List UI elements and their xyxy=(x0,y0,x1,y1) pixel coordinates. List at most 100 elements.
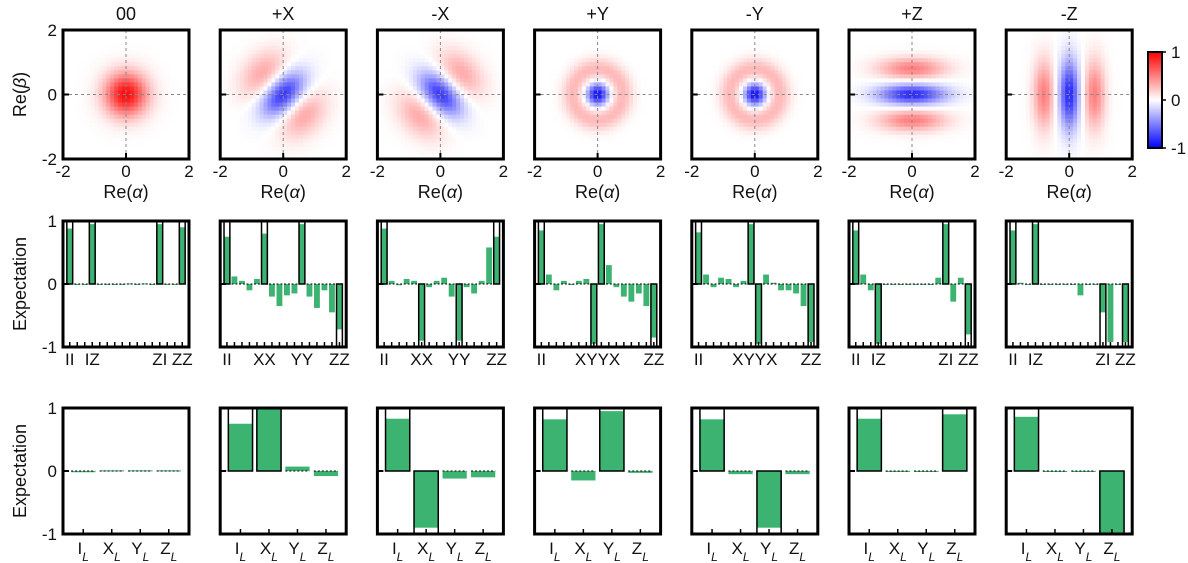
wigner-cell xyxy=(464,82,469,87)
wigner-cell xyxy=(243,110,249,116)
wigner-cell xyxy=(648,134,654,140)
wigner-cell xyxy=(106,94,111,99)
wigner-cell xyxy=(609,82,614,87)
wigner-cell xyxy=(558,90,563,95)
wigner-cell xyxy=(251,106,257,112)
wigner-cell xyxy=(385,98,390,103)
wigner-cell xyxy=(133,42,139,47)
wigner-cell xyxy=(412,134,418,140)
wigner-cell xyxy=(703,90,708,95)
wigner-cell xyxy=(715,130,720,136)
wigner-cell xyxy=(577,130,583,136)
wigner-cell xyxy=(758,126,764,132)
wigner-cell xyxy=(342,122,347,128)
wigner-cell xyxy=(271,122,276,128)
wigner-cell xyxy=(754,110,760,116)
wigner-cell xyxy=(491,58,496,63)
wigner-cell xyxy=(794,62,799,67)
wigner-cell xyxy=(542,118,547,124)
wigner-cell xyxy=(145,154,151,160)
wigner-cell xyxy=(499,62,504,67)
wigner-cell xyxy=(495,58,500,63)
wigner-cell xyxy=(401,130,406,136)
wigner-cell xyxy=(110,102,115,107)
wigner-cell xyxy=(460,118,465,124)
wigner-cell xyxy=(691,130,697,136)
wigner-cell xyxy=(483,34,489,39)
wigner-cell xyxy=(129,86,135,91)
wigner-cell xyxy=(746,134,752,140)
wigner-cell xyxy=(247,54,253,59)
wigner-cell xyxy=(790,42,795,47)
wigner-cell xyxy=(475,94,481,99)
wigner-cell xyxy=(467,126,473,132)
wigner-cell xyxy=(707,106,712,112)
wigner-cell xyxy=(393,74,398,79)
wigner-cell xyxy=(279,50,284,55)
wigner-cell xyxy=(279,46,284,51)
wigner-cell xyxy=(122,82,127,87)
wigner-cell xyxy=(145,82,151,87)
wigner-cell xyxy=(342,90,347,95)
wigner-cell xyxy=(566,134,571,140)
wigner-panel-4: -Y-2 0 2Re(α) xyxy=(684,4,822,202)
wigner-cell xyxy=(589,54,595,59)
wigner-cell xyxy=(735,138,740,144)
wigner-cell xyxy=(334,42,339,47)
wigner-cell xyxy=(408,58,414,63)
wigner-cell xyxy=(235,70,241,75)
wigner-cell xyxy=(570,58,575,63)
wigner-cell xyxy=(137,142,143,148)
wigner-cell xyxy=(629,126,634,132)
wigner-cell xyxy=(456,134,461,140)
wigner-cell xyxy=(404,70,410,75)
wigner-cell xyxy=(283,102,288,107)
wigner-cell xyxy=(63,142,68,148)
wigner-cell xyxy=(562,146,567,152)
wigner-cell xyxy=(467,30,473,35)
wigner-cell xyxy=(283,74,288,79)
wigner-cell xyxy=(381,154,386,160)
wigner-cell xyxy=(314,142,320,148)
wigner-cell xyxy=(558,82,563,87)
wigner-cell xyxy=(259,134,264,140)
wigner-cell xyxy=(538,50,543,55)
wigner-cell xyxy=(487,110,492,116)
wigner-cell xyxy=(656,130,661,136)
wigner-cell xyxy=(318,154,323,160)
wigner-cell xyxy=(385,154,390,160)
wigner-cell xyxy=(295,86,300,91)
wigner-cell xyxy=(326,38,331,43)
wigner-cell xyxy=(302,114,308,120)
wigner-cell xyxy=(695,138,701,144)
wigner-cell xyxy=(778,30,783,35)
wigner-cell xyxy=(570,82,575,87)
wigner-cell xyxy=(381,74,386,79)
wigner-cell xyxy=(782,30,787,35)
wigner-cell xyxy=(161,90,166,95)
wigner-cell xyxy=(404,98,410,103)
wigner-cell xyxy=(452,106,457,112)
wigner-cell xyxy=(157,58,162,63)
wigner-cell xyxy=(566,30,571,35)
wigner-cell xyxy=(322,106,327,112)
wigner-cell xyxy=(534,110,539,116)
wigner-cell xyxy=(416,142,422,148)
wigner-cell xyxy=(766,154,771,160)
wigner-cell xyxy=(412,42,418,47)
wigner-cell xyxy=(432,86,437,91)
wigner-cell xyxy=(98,74,103,79)
wigner-cell xyxy=(408,130,414,136)
wigner-cell xyxy=(621,118,626,124)
wigner-cell xyxy=(605,38,610,43)
wigner-cell xyxy=(636,154,642,160)
wigner-cell xyxy=(762,50,768,55)
wigner-cell xyxy=(220,46,225,51)
wigner-cell xyxy=(456,146,461,152)
wigner-cell xyxy=(739,118,744,124)
wigner-cell xyxy=(243,94,249,99)
wigner-cell xyxy=(283,30,288,35)
wigner-cell xyxy=(94,78,99,83)
wigner-cell xyxy=(228,94,233,99)
wigner-cell xyxy=(570,54,575,59)
